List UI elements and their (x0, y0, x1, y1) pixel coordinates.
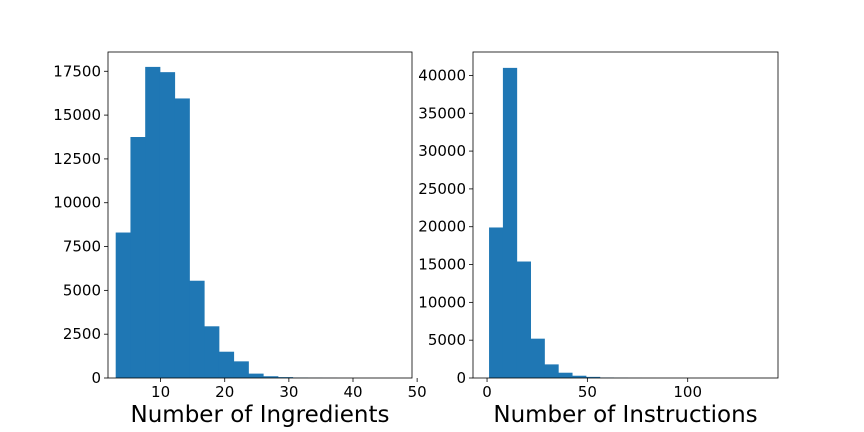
y-tick-label: 40000 (418, 66, 466, 84)
histogram-bar (130, 137, 146, 378)
histogram-bar (544, 364, 559, 378)
y-tick-label: 10000 (53, 194, 101, 212)
x-tick-label: 0 (482, 383, 492, 401)
x-tick-label: 40 (343, 383, 362, 401)
y-tick-label: 0 (456, 369, 466, 387)
histogram-bar (174, 98, 190, 378)
y-tick-label: 12500 (53, 150, 101, 168)
y-tick-label: 0 (91, 369, 101, 387)
y-tick-label: 17500 (53, 62, 101, 80)
y-tick-label: 35000 (418, 104, 466, 122)
y-tick-label: 2500 (63, 325, 101, 343)
histogram-bar (115, 232, 131, 378)
x-tick-label: 50 (408, 383, 427, 401)
y-tick-label: 7500 (63, 238, 101, 256)
histogram-bar (530, 338, 545, 378)
histogram-bar (489, 227, 504, 378)
x-axis-label: Number of Instructions (493, 402, 757, 428)
x-tick-label: 20 (215, 383, 234, 401)
histogram-bar (585, 376, 601, 378)
y-tick-label: 5000 (428, 331, 466, 349)
histogram-bar (516, 261, 531, 378)
x-tick-label: 10 (151, 383, 170, 401)
y-tick-label: 15000 (53, 106, 101, 124)
x-tick-label: 30 (279, 383, 298, 401)
ingredients-histogram: 10 20 30 40 50 0 2500 5000 7500 10000 12500 15000 17… (53, 51, 427, 428)
y-tick-label: 20000 (418, 218, 466, 236)
histogram-bar (558, 372, 573, 378)
y-tick-label: 15000 (418, 256, 466, 274)
histogram-bar (204, 326, 220, 378)
histogram-bar (502, 67, 518, 378)
histogram-bar (248, 373, 264, 378)
instructions-histogram: 0 50 100 0 5000 10000 15000 20000 25000 30000 3500… (418, 51, 779, 428)
histogram-bar (189, 280, 205, 378)
y-tick-label: 10000 (418, 293, 466, 311)
histogram-bar (145, 66, 161, 379)
histogram-bar (263, 376, 279, 378)
x-tick-label: 100 (673, 383, 702, 401)
y-tick-label: 30000 (418, 142, 466, 160)
plot-frame (472, 51, 779, 379)
y-tick-label: 5000 (63, 281, 101, 299)
plot-frame (107, 51, 413, 379)
y-tick-label: 25000 (418, 180, 466, 198)
histogram-bar (159, 72, 176, 378)
x-axis-label: Number of Ingredients (131, 402, 390, 428)
histogram-bar (218, 351, 235, 378)
x-tick-label: 50 (578, 383, 597, 401)
histogram-bar (233, 361, 249, 378)
histogram-bar (572, 375, 587, 378)
histogram-bar (277, 377, 294, 378)
